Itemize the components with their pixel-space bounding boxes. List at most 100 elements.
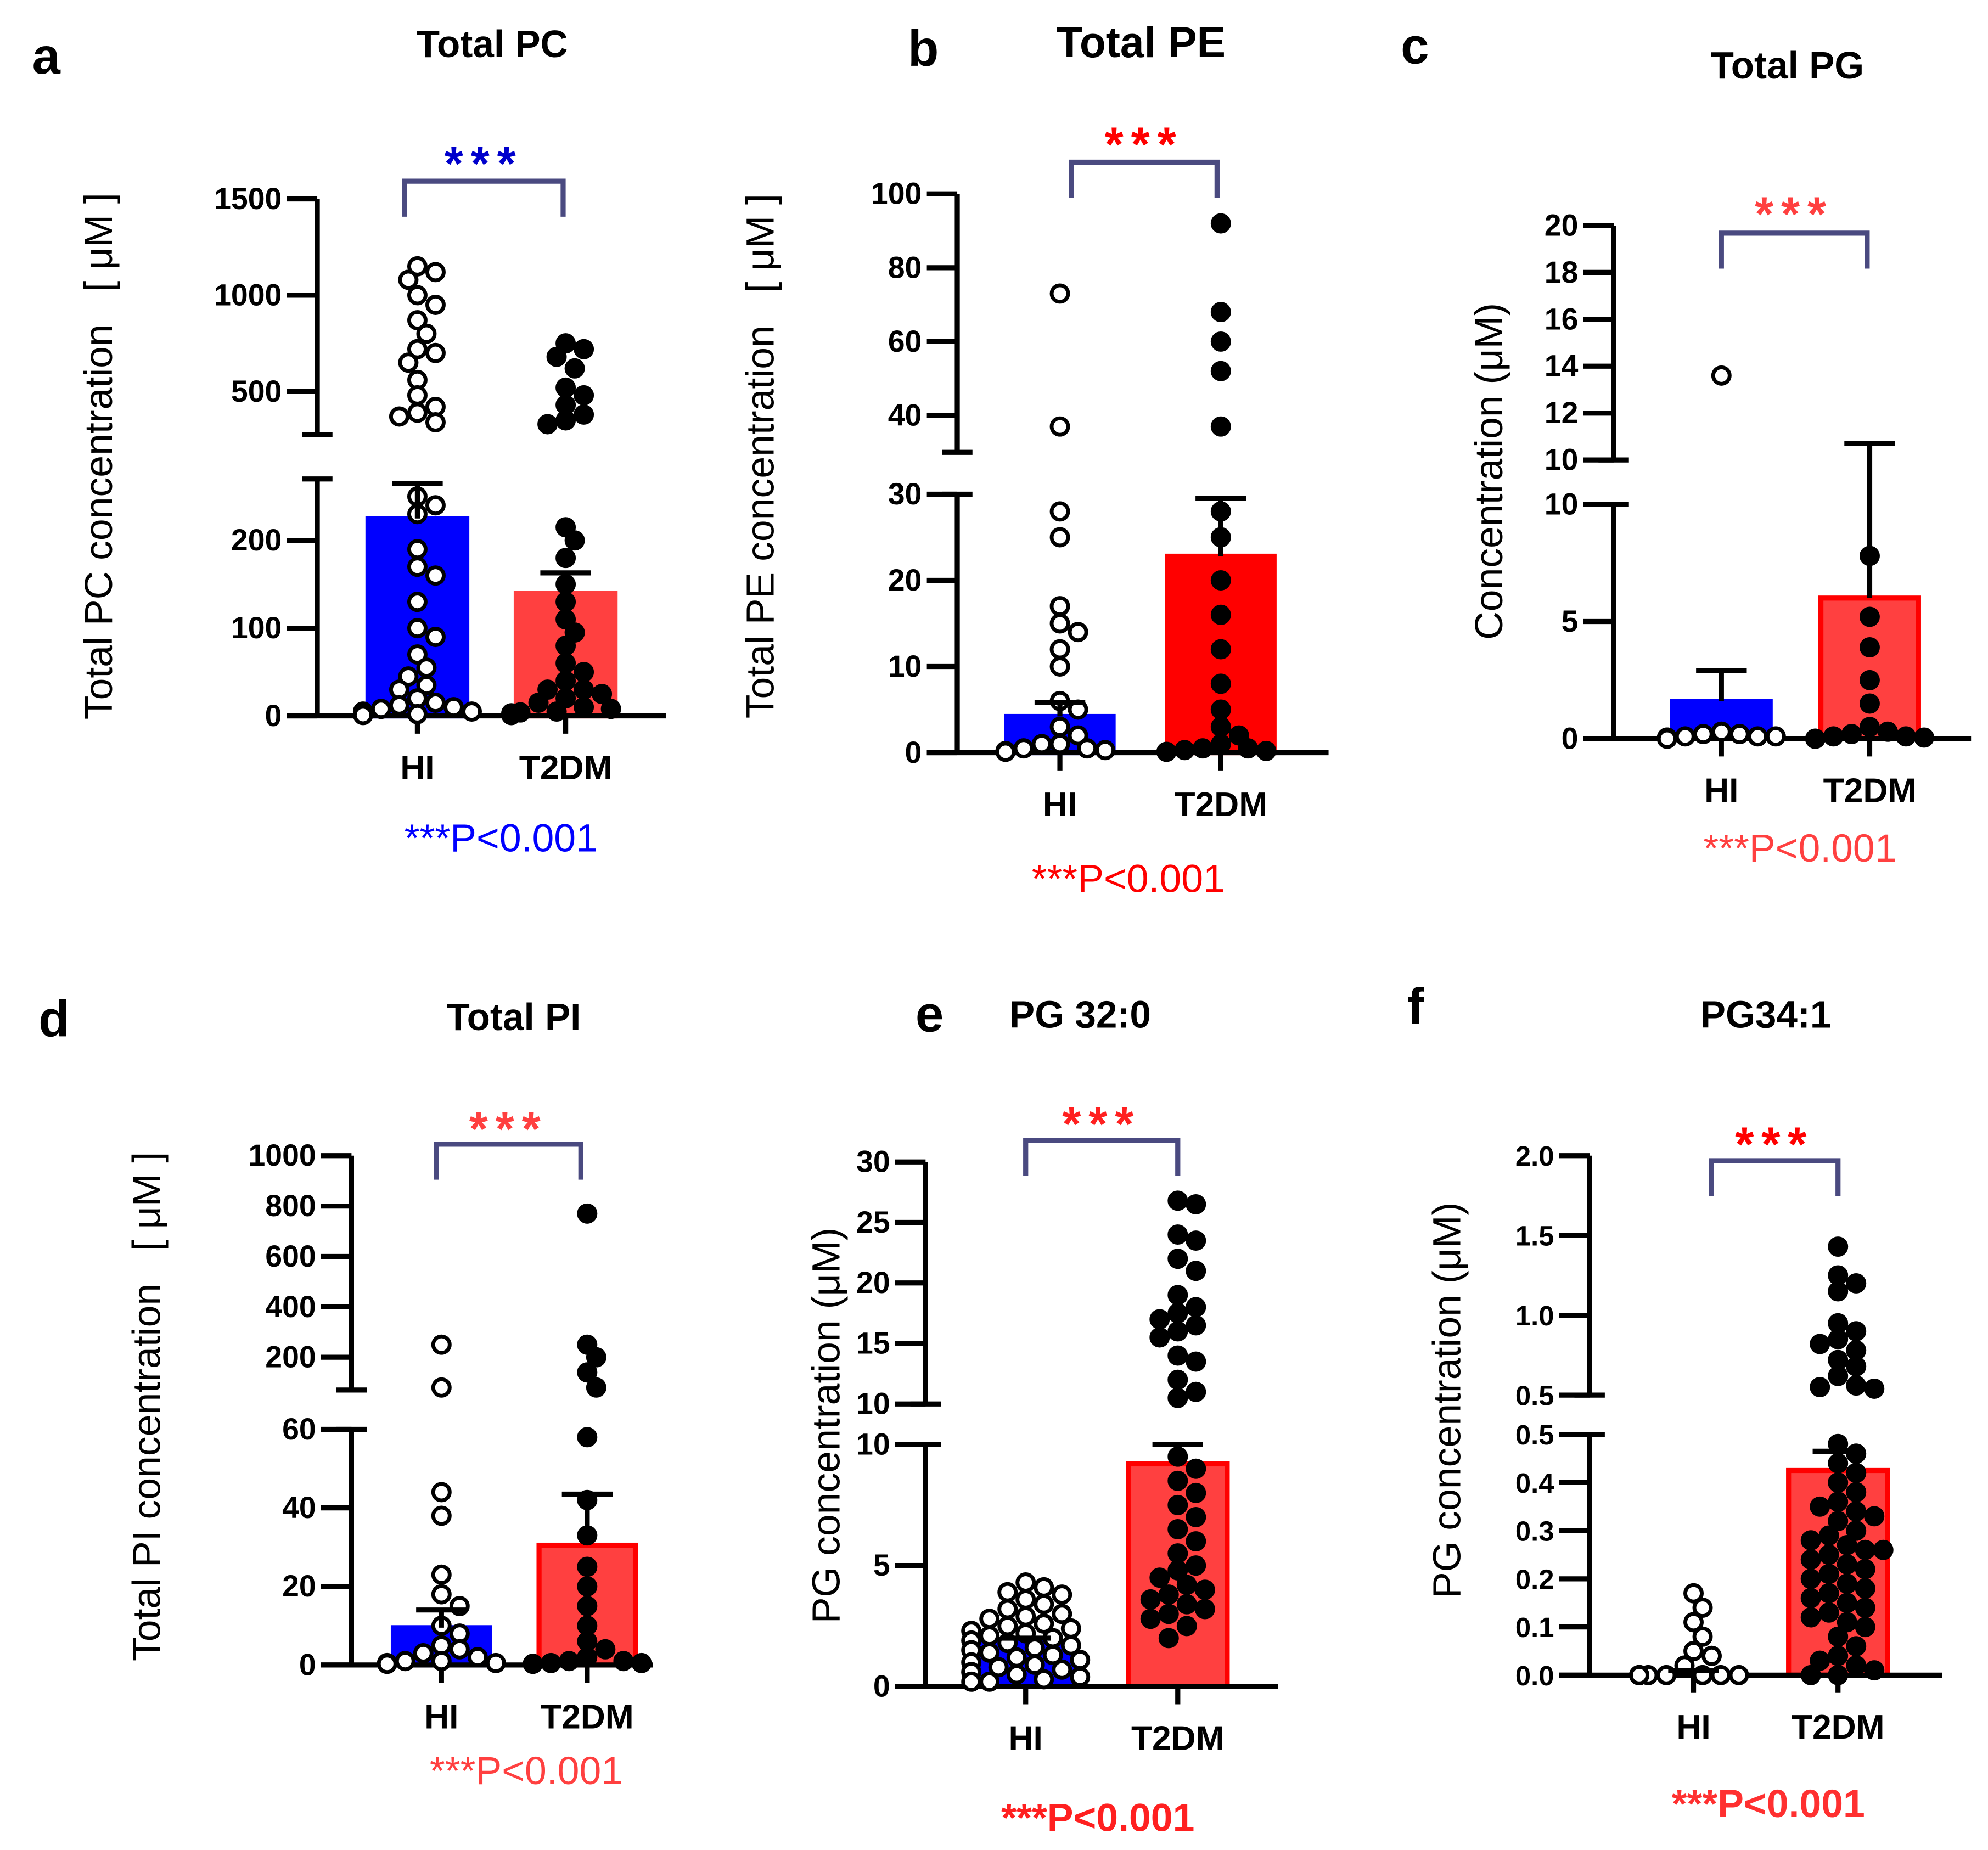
data-point xyxy=(425,295,446,315)
y-tick-label: 20 xyxy=(282,1569,316,1603)
y-tick-label: 100 xyxy=(871,177,922,211)
data-point xyxy=(577,1427,598,1448)
data-point xyxy=(1070,1667,1091,1687)
data-point xyxy=(1693,724,1714,745)
data-point xyxy=(1675,726,1695,747)
y-tick-label: 20 xyxy=(888,563,922,597)
data-point xyxy=(1855,1559,1875,1579)
y-tick-label: 16 xyxy=(1545,302,1579,336)
data-point xyxy=(574,662,594,683)
panel-f: f PG34:1 PG concentration (μM) 0.0 0.1 0.2 0.3… xyxy=(1407,978,1942,1826)
panel-d: d Total PI Total PI concentration [ μM ] 0 2… xyxy=(38,991,653,1793)
data-point xyxy=(1024,1654,1045,1675)
data-point xyxy=(1015,1606,1036,1627)
x-tick-label: T2DM xyxy=(1131,1720,1225,1758)
data-point xyxy=(389,695,409,716)
data-point xyxy=(997,1582,1018,1602)
data-point xyxy=(1167,1303,1188,1324)
y-tick-label: 0.5 xyxy=(1515,1419,1554,1450)
data-point xyxy=(1186,1458,1206,1479)
data-point xyxy=(1692,1626,1713,1647)
data-point xyxy=(564,358,585,379)
data-point xyxy=(1167,1470,1188,1491)
y-tick-label: 0 xyxy=(299,1647,316,1682)
y-tick-label: 800 xyxy=(265,1189,316,1223)
data-point xyxy=(1828,1281,1849,1302)
data-point xyxy=(1805,728,1826,749)
data-point xyxy=(595,1639,616,1660)
data-point xyxy=(1176,1575,1197,1595)
y-tick-label: 400 xyxy=(265,1290,316,1324)
y-tick-label: 30 xyxy=(856,1145,890,1179)
data-point xyxy=(577,1647,598,1668)
y-tick-label: 1500 xyxy=(214,182,282,216)
y-tick-label: 5 xyxy=(873,1548,890,1582)
data-point xyxy=(1765,726,1786,747)
p-value-label: ***P<0.001 xyxy=(1672,1782,1865,1826)
data-point xyxy=(1006,1664,1027,1685)
data-point xyxy=(1034,1577,1054,1598)
data-point xyxy=(1828,1349,1849,1370)
panel-letter: f xyxy=(1407,978,1424,1035)
data-point xyxy=(431,1584,452,1605)
panel-b: b Total PE Total PE concentration [ μM ] 0 1… xyxy=(738,18,1329,901)
y-axis-label: PG concentration (μM) xyxy=(1425,1202,1469,1598)
data-point xyxy=(407,385,428,406)
data-point xyxy=(1828,1645,1849,1666)
data-point xyxy=(555,410,576,431)
y-tick-label: 0.1 xyxy=(1515,1612,1554,1643)
data-point xyxy=(1855,1598,1875,1618)
significance-stars: *** xyxy=(1105,117,1184,171)
y-tick-label: 1000 xyxy=(214,278,282,312)
y-tick-label: 40 xyxy=(888,398,922,432)
chart-title: Total PC xyxy=(417,23,568,65)
data-point xyxy=(1846,1501,1867,1522)
data-point xyxy=(407,644,428,665)
data-point xyxy=(407,402,428,423)
data-point xyxy=(1800,1549,1821,1570)
data-point xyxy=(416,323,437,344)
data-point xyxy=(1210,416,1231,437)
x-tick-label: T2DM xyxy=(1792,1708,1885,1746)
data-point xyxy=(1800,1665,1821,1685)
data-point xyxy=(574,404,594,425)
data-point xyxy=(1194,1599,1215,1620)
y-tick-label: 18 xyxy=(1545,255,1579,289)
data-point xyxy=(1846,1356,1867,1377)
data-point xyxy=(537,414,558,435)
data-point xyxy=(1210,302,1231,323)
data-point xyxy=(1167,1321,1188,1342)
data-point xyxy=(1210,213,1231,234)
data-point xyxy=(1837,1554,1857,1575)
data-point xyxy=(1052,1604,1072,1624)
data-point xyxy=(1174,740,1195,761)
y-tick-label: 0.0 xyxy=(1515,1660,1554,1691)
data-point xyxy=(1049,501,1070,522)
data-point xyxy=(1846,1463,1867,1483)
data-point xyxy=(577,1576,598,1597)
data-point xyxy=(1828,1236,1849,1257)
data-point xyxy=(1052,1584,1072,1605)
data-point xyxy=(1024,1638,1045,1658)
significance-stars: *** xyxy=(1062,1097,1141,1151)
y-tick-label: 60 xyxy=(888,324,922,358)
panel-letter: d xyxy=(38,991,69,1048)
data-point xyxy=(997,1599,1018,1620)
data-point xyxy=(1810,1377,1830,1398)
data-point xyxy=(425,495,446,516)
data-point xyxy=(370,699,391,719)
data-point xyxy=(555,636,576,656)
data-point xyxy=(1837,1573,1857,1594)
significance-stars: *** xyxy=(445,137,524,190)
y-tick-label: 2.0 xyxy=(1515,1140,1554,1172)
data-point xyxy=(1864,1506,1885,1527)
panel-letter: c xyxy=(1401,17,1429,74)
data-point xyxy=(1167,1345,1188,1366)
data-point xyxy=(425,412,446,432)
y-tick-label: 200 xyxy=(265,1340,316,1374)
data-point xyxy=(555,517,576,538)
data-point xyxy=(555,688,576,709)
data-point xyxy=(1628,1665,1649,1685)
data-point xyxy=(1186,1297,1206,1318)
data-point xyxy=(1256,740,1277,761)
